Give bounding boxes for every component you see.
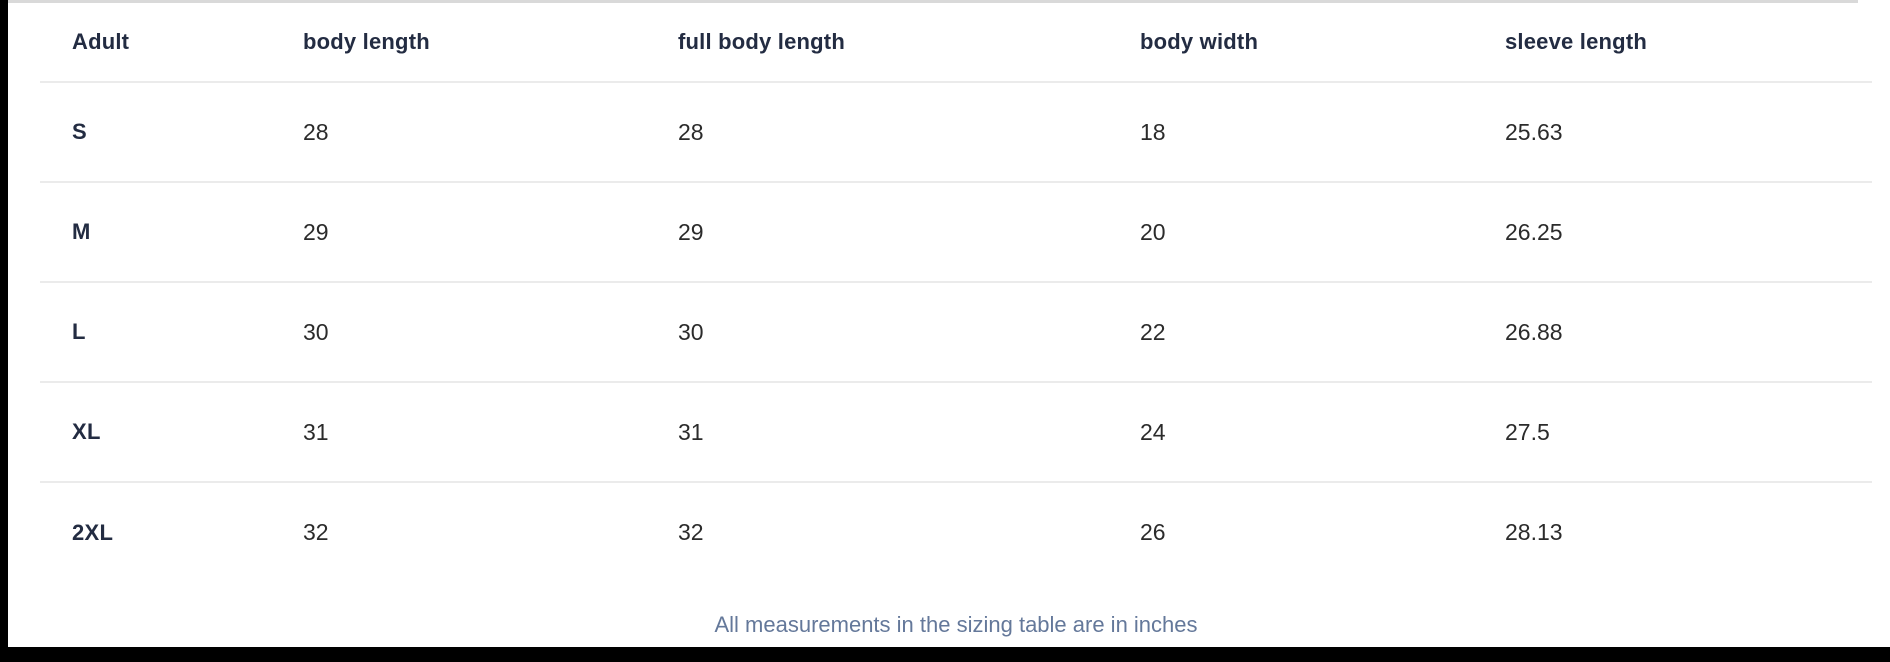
measurement-cell: 31 <box>678 418 704 445</box>
left-letterbox-bar <box>0 0 8 662</box>
measurement-cell: 27.5 <box>1505 418 1550 445</box>
measurement-cell: 18 <box>1140 118 1166 145</box>
column-header-body-width: body width <box>1140 29 1259 54</box>
size-cell: L <box>72 319 86 344</box>
measurement-cell: 28.13 <box>1505 519 1563 545</box>
table-row-m: M 29 29 20 26.25 <box>40 182 1872 282</box>
measurement-cell: 25.63 <box>1505 118 1563 145</box>
measurement-cell: 29 <box>303 218 329 245</box>
table-row-s: S 28 28 18 25.63 <box>40 82 1872 182</box>
measurement-cell: 22 <box>1140 318 1166 345</box>
measurement-cell: 28 <box>678 118 704 145</box>
measurement-cell: 29 <box>678 218 704 245</box>
sizing-table: Adult body length full body length body … <box>40 3 1872 582</box>
size-cell: M <box>72 219 91 244</box>
top-border-line <box>8 0 1858 3</box>
measurement-cell: 26.88 <box>1505 318 1563 345</box>
table-row-xl: XL 31 31 24 27.5 <box>40 382 1872 482</box>
units-note: All measurements in the sizing table are… <box>714 612 1198 637</box>
column-header-adult: Adult <box>72 29 130 54</box>
table-row-l: L 30 30 22 26.88 <box>40 282 1872 382</box>
measurement-cell: 28 <box>303 118 329 145</box>
measurement-cell: 30 <box>303 318 329 345</box>
measurement-cell: 26.25 <box>1505 218 1563 245</box>
column-header-body-length: body length <box>303 29 430 54</box>
sizing-table-section: Adult body length full body length body … <box>40 3 1872 640</box>
measurement-cell: 20 <box>1140 218 1166 245</box>
table-row-2xl: 2XL 32 32 26 28.13 <box>40 482 1872 582</box>
measurement-cell: 26 <box>1140 519 1166 545</box>
table-header-row: Adult body length full body length body … <box>40 3 1872 82</box>
measurement-cell: 32 <box>303 519 329 545</box>
column-header-full-body-length: full body length <box>678 29 845 54</box>
measurement-cell: 30 <box>678 318 704 345</box>
size-cell: 2XL <box>72 519 114 545</box>
bottom-letterbox-bar <box>0 647 1890 662</box>
size-cell: XL <box>72 419 101 444</box>
measurement-cell: 24 <box>1140 418 1166 445</box>
column-header-sleeve-length: sleeve length <box>1505 29 1647 54</box>
size-cell: S <box>72 119 87 144</box>
measurement-cell: 32 <box>678 519 704 545</box>
measurement-cell: 31 <box>303 418 329 445</box>
